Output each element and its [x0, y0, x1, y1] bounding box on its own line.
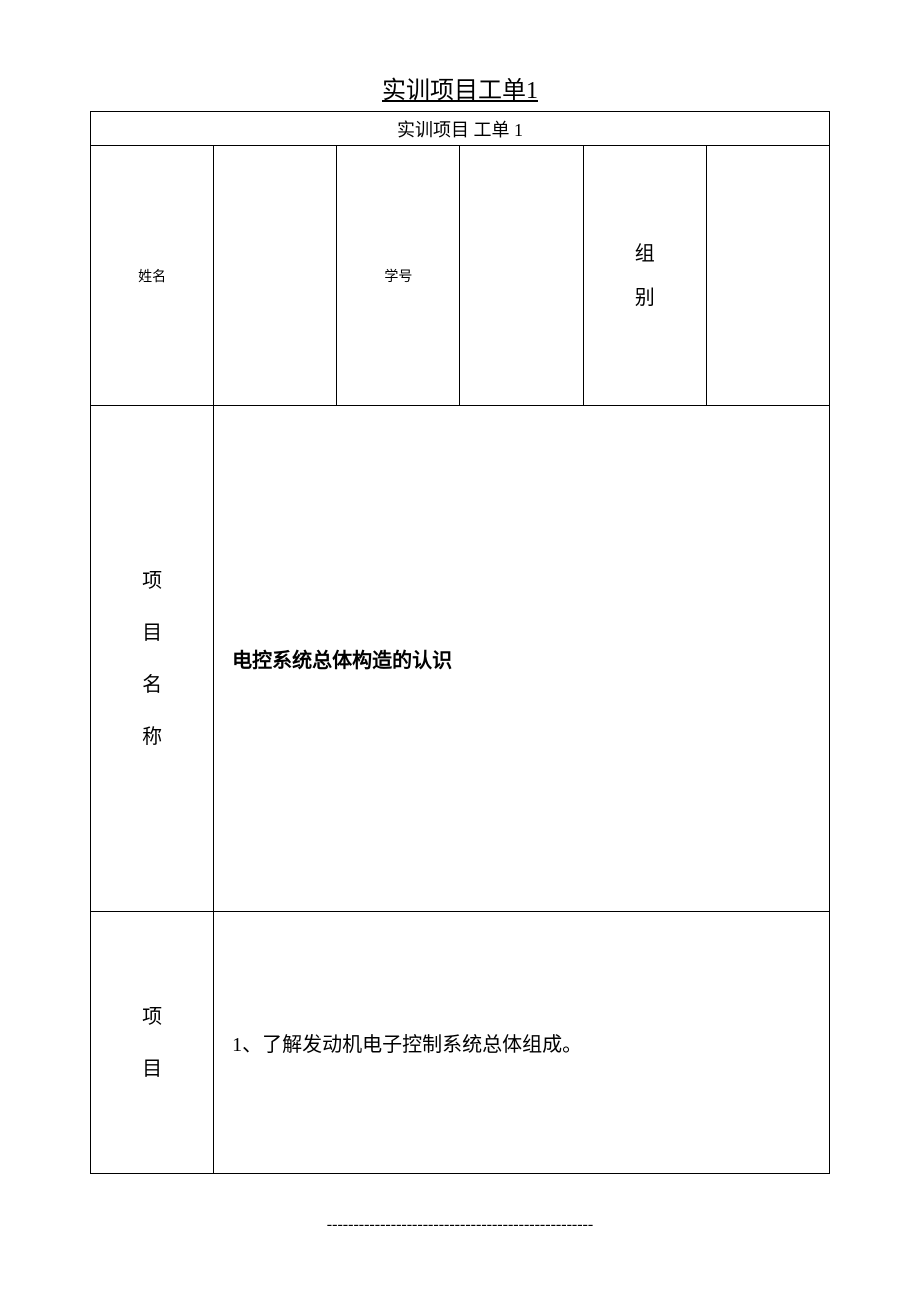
worksheet-table: 实训项目 工单 1 姓名 学号 组 别 项 目 名 称 电控系统总体构造的认识 … [90, 111, 830, 1174]
table-header-cell: 实训项目 工单 1 [91, 112, 830, 146]
table-header-row: 实训项目 工单 1 [91, 112, 830, 146]
info-row: 姓名 学号 组 别 [91, 146, 830, 406]
project-name-label-char4: 称 [91, 727, 213, 747]
name-label: 姓名 [91, 146, 214, 406]
student-id-label: 学号 [337, 146, 460, 406]
project-name-label: 项 目 名 称 [91, 406, 214, 912]
student-id-value [460, 146, 583, 406]
group-label-char1: 组 [596, 232, 694, 276]
project-name-label-char1: 项 [91, 571, 213, 591]
project-goal-label-char2: 目 [91, 1059, 213, 1079]
project-goal-row: 项 目 1、了解发动机电子控制系统总体组成。 [91, 912, 830, 1174]
page-title: 实训项目工单1 [90, 70, 830, 105]
project-goal-label: 项 目 [91, 912, 214, 1174]
name-value [214, 146, 337, 406]
project-name-label-char3: 名 [91, 675, 213, 695]
group-label: 组 别 [583, 146, 706, 406]
group-label-char2: 别 [596, 276, 694, 320]
project-goal-label-char1: 项 [91, 1007, 213, 1027]
project-name-row: 项 目 名 称 电控系统总体构造的认识 [91, 406, 830, 912]
project-goal-content: 1、了解发动机电子控制系统总体组成。 [214, 912, 830, 1174]
group-value [706, 146, 829, 406]
project-name-content: 电控系统总体构造的认识 [214, 406, 830, 912]
footer-dashes: ----------------------------------------… [90, 1216, 830, 1234]
project-name-label-char2: 目 [91, 623, 213, 643]
